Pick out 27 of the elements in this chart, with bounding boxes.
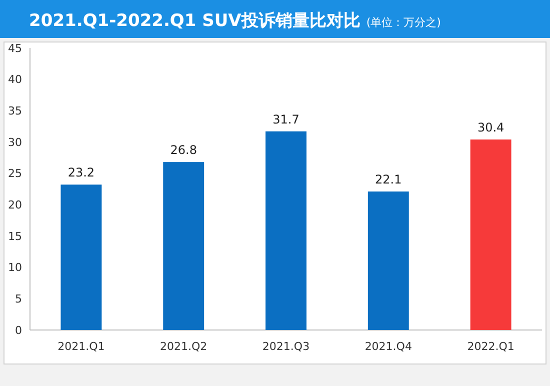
y-tick-label: 5 bbox=[15, 292, 22, 306]
data-label: 26.8 bbox=[170, 143, 197, 158]
y-tick-label: 40 bbox=[8, 73, 22, 86]
y-tick-label: 30 bbox=[8, 136, 22, 149]
data-label: 31.7 bbox=[272, 112, 300, 126]
x-tick-label: 2021.Q3 bbox=[262, 340, 310, 353]
bar bbox=[60, 184, 102, 330]
y-tick-label: 0 bbox=[15, 324, 22, 337]
x-tick-label: 2021.Q4 bbox=[364, 340, 412, 353]
y-tick-label: 45 bbox=[8, 42, 22, 55]
y-tick-label: 10 bbox=[8, 261, 22, 274]
chart-subtitle: (单位：万分之) bbox=[366, 16, 441, 29]
y-tick-label: 25 bbox=[8, 167, 22, 180]
x-tick-label: 2021.Q2 bbox=[160, 340, 208, 353]
y-tick-label: 35 bbox=[8, 104, 22, 118]
y-tick-label: 20 bbox=[8, 198, 22, 212]
x-tick-label: 2022.Q1 bbox=[467, 340, 514, 353]
x-tick-label: 2021.Q1 bbox=[58, 340, 105, 353]
bar bbox=[368, 192, 409, 330]
chart-title: 2021.Q1-2022.Q1 SUV投诉销量比对比 bbox=[29, 11, 360, 31]
bar bbox=[163, 162, 204, 330]
y-tick-label: 15 bbox=[8, 230, 22, 243]
data-label: 22.1 bbox=[375, 172, 402, 187]
bar bbox=[266, 131, 306, 330]
data-label: 23.2 bbox=[68, 166, 95, 180]
data-label: 30.4 bbox=[477, 120, 504, 134]
bar bbox=[470, 139, 512, 330]
